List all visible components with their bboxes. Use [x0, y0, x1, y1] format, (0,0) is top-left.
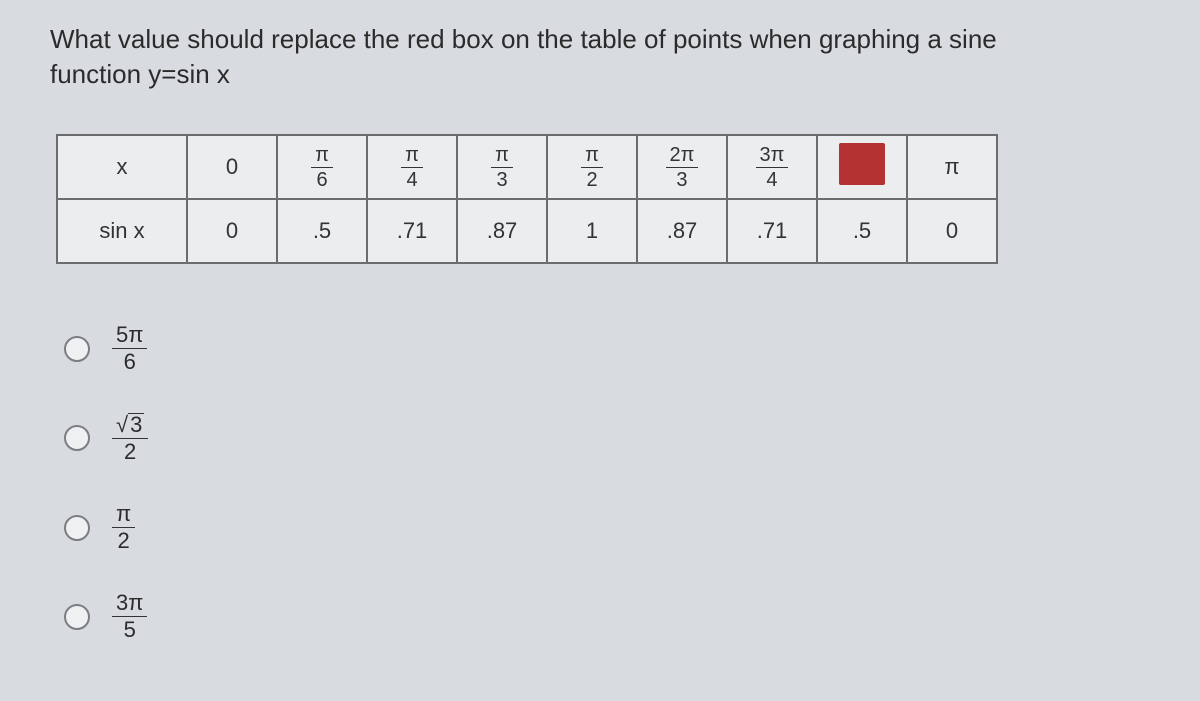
- x-cell-6: 3π4: [727, 135, 817, 199]
- sin-cell-1: .5: [277, 199, 367, 263]
- sin-cell-0: 0: [187, 199, 277, 263]
- option-1[interactable]: 5π6: [64, 324, 1150, 373]
- option-4[interactable]: 3π5: [64, 592, 1150, 641]
- option-4-label: 3π5: [112, 592, 147, 641]
- x-cell-5: 2π3: [637, 135, 727, 199]
- sin-cell-7: .5: [817, 199, 907, 263]
- x-cell-8: π: [907, 135, 997, 199]
- sin-cell-3: .87: [457, 199, 547, 263]
- table-row-sinx: sin x 0 .5 .71 .87 1 .87 .71 .5 0: [57, 199, 997, 263]
- answer-options: 5π6 √3 2 π2 3π5: [64, 324, 1150, 641]
- sine-table: x 0 π6 π4 π3 π2 2π3 3π4 π sin x 0 .5 .71…: [56, 134, 998, 264]
- sin-cell-4: 1: [547, 199, 637, 263]
- redbox-icon: [839, 143, 885, 185]
- option-2-label: √3 2: [112, 413, 148, 463]
- radio-icon[interactable]: [64, 336, 90, 362]
- sin-cell-2: .71: [367, 199, 457, 263]
- x-cell-0: 0: [187, 135, 277, 199]
- option-1-label: 5π6: [112, 324, 147, 373]
- x-cell-4: π2: [547, 135, 637, 199]
- option-3[interactable]: π2: [64, 503, 1150, 552]
- sin-cell-5: .87: [637, 199, 727, 263]
- sin-cell-6: .71: [727, 199, 817, 263]
- x-cell-1: π6: [277, 135, 367, 199]
- radio-icon[interactable]: [64, 515, 90, 541]
- table-row-x: x 0 π6 π4 π3 π2 2π3 3π4 π: [57, 135, 997, 199]
- row-label-x: x: [57, 135, 187, 199]
- radio-icon[interactable]: [64, 604, 90, 630]
- x-cell-3: π3: [457, 135, 547, 199]
- option-2[interactable]: √3 2: [64, 413, 1150, 463]
- sin-cell-8: 0: [907, 199, 997, 263]
- x-cell-2: π4: [367, 135, 457, 199]
- x-cell-redbox: [817, 135, 907, 199]
- sine-table-wrap: x 0 π6 π4 π3 π2 2π3 3π4 π sin x 0 .5 .71…: [56, 134, 1150, 264]
- radio-icon[interactable]: [64, 425, 90, 451]
- question-text: What value should replace the red box on…: [50, 22, 1090, 92]
- option-3-label: π2: [112, 503, 135, 552]
- row-label-sinx: sin x: [57, 199, 187, 263]
